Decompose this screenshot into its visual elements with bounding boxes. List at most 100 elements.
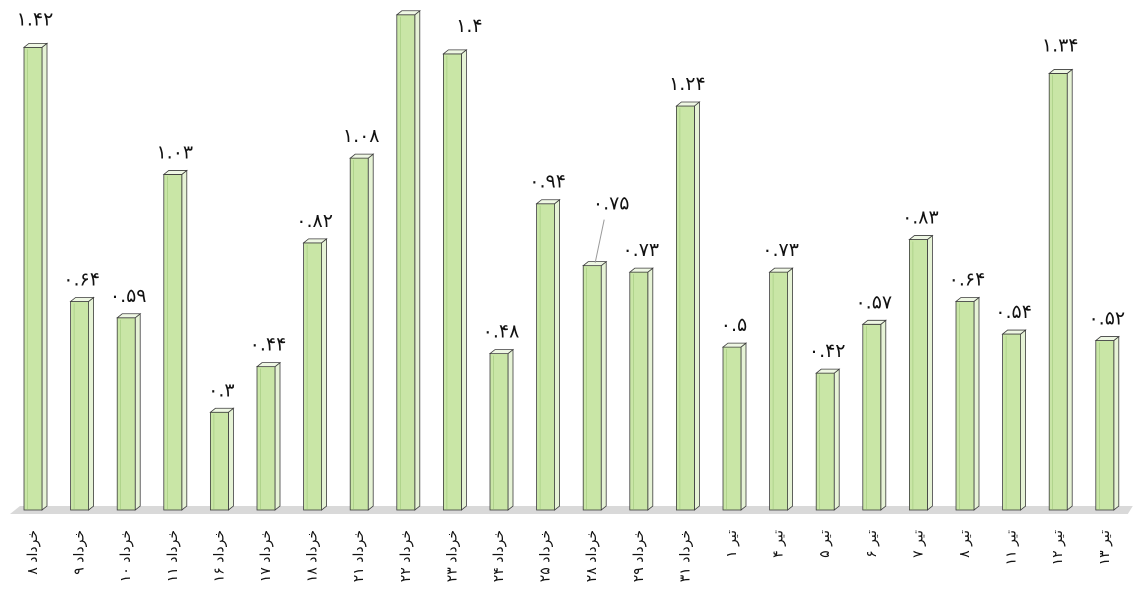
bar-top — [22, 42, 49, 48]
bar-side — [833, 368, 840, 511]
bar-top — [535, 199, 561, 205]
bar-top — [1001, 329, 1027, 335]
bar-face — [256, 366, 276, 511]
x-tick-label: ۱۷ خرداد — [258, 530, 274, 582]
bar-23 — [1048, 68, 1074, 511]
bar-side — [554, 198, 560, 511]
bar-24 — [1094, 335, 1120, 511]
bar-19 — [861, 319, 887, 511]
bar-side — [973, 296, 980, 511]
bar-face — [442, 53, 462, 511]
bar-side — [647, 267, 654, 511]
x-tick-label: ۲۳ خرداد — [444, 530, 460, 582]
bar-top — [768, 267, 794, 273]
bar-face — [862, 323, 882, 511]
x-tick-label: ۵ تیر — [817, 530, 833, 558]
x-tick-label: ۱۱ تیر — [1004, 530, 1020, 565]
bar-top — [162, 170, 188, 175]
bar-face — [722, 346, 742, 511]
chart-floor — [10, 506, 1133, 514]
x-tick-label: ۱۸ خرداد — [305, 530, 321, 582]
x-tick-label: ۱۶ خرداد — [211, 530, 227, 582]
bar-side — [507, 348, 514, 511]
data-label: ۰.۷۳ — [622, 239, 659, 261]
data-label: ۰.۷۵ — [593, 193, 630, 215]
x-tick-label: ۳۱ خرداد — [677, 530, 693, 582]
bar-face — [536, 203, 555, 511]
x-tick-label: ۲۴ خرداد — [491, 530, 507, 582]
bar-top — [721, 342, 748, 348]
data-label: ۰.۵۲ — [1088, 308, 1125, 330]
bar-15 — [675, 101, 701, 511]
data-label: ۰.۵۹ — [110, 285, 147, 307]
bar-face — [303, 242, 323, 511]
bar-top — [1048, 69, 1074, 74]
bar-12 — [535, 198, 561, 511]
bar-4 — [162, 169, 188, 511]
x-tick-label: ۹ خرداد — [72, 530, 88, 575]
leader-line — [594, 219, 605, 263]
bar-side — [88, 296, 94, 511]
bar-18 — [815, 368, 841, 511]
x-tick-label: ۲۵ خرداد — [538, 530, 554, 582]
x-tick-label: ۶ تیر — [864, 530, 880, 558]
bar-face — [1095, 340, 1115, 511]
bar-top — [1094, 336, 1120, 341]
bar-side — [787, 267, 793, 511]
x-tick-label: ۷ تیر — [910, 530, 926, 558]
x-tick-label: ۲۹ خرداد — [631, 530, 647, 582]
bar-face — [163, 174, 183, 511]
bar-8 — [349, 153, 375, 511]
bar-side — [600, 260, 607, 511]
bar-face — [116, 317, 136, 511]
data-label: ۰.۵۷ — [855, 291, 892, 313]
x-tick-label: ۴ تیر — [771, 530, 787, 558]
bar-top — [349, 153, 375, 159]
bar-side — [460, 49, 467, 511]
bar-side — [134, 312, 141, 511]
bar-11 — [488, 348, 515, 511]
bar-top — [675, 101, 701, 107]
bar-side — [414, 9, 421, 511]
x-tick-label: ۱۲ تیر — [1050, 530, 1066, 565]
x-tick-label: ۸ خرداد — [25, 530, 41, 575]
bar-1 — [22, 42, 49, 511]
data-label: ۰.۹۴ — [529, 171, 566, 193]
bar-16 — [721, 342, 748, 511]
bar-top — [954, 297, 981, 302]
bar-top — [908, 235, 934, 240]
x-tick-label: ۱ تیر — [724, 530, 740, 558]
bar-side — [181, 169, 188, 511]
x-tick-label: ۲۸ خرداد — [584, 530, 600, 582]
x-tick-label: ۱۱ خرداد — [165, 530, 181, 582]
data-label: ۰.۴۸ — [483, 321, 520, 343]
bar-face — [349, 157, 369, 511]
data-label: ۱.۲۴ — [669, 73, 706, 95]
x-tick-label: ۱۰ خرداد — [118, 530, 134, 582]
bar-side — [227, 407, 234, 511]
bar-10 — [442, 49, 468, 511]
bar-7 — [302, 238, 328, 511]
data-label: ۰.۵۴ — [995, 301, 1032, 323]
bar-top — [209, 407, 235, 413]
data-label: ۱.۴۲ — [17, 8, 54, 30]
bar-top — [582, 261, 608, 267]
bar-face — [629, 271, 649, 511]
bar-top — [255, 362, 282, 368]
x-tick-label: ۲۲ خرداد — [398, 530, 414, 582]
bar-side — [927, 234, 933, 511]
data-label: ۱.۰۸ — [343, 125, 380, 147]
x-tick-label: ۱۳ تیر — [1097, 530, 1113, 565]
bar-face — [582, 265, 602, 511]
data-label: ۰.۳ — [208, 379, 234, 401]
bar-face — [396, 14, 416, 511]
bar-side — [1113, 335, 1120, 511]
bar-top — [116, 313, 142, 319]
bar-side — [321, 238, 328, 511]
bar-face — [955, 301, 975, 511]
bar-2 — [69, 296, 95, 511]
bar-21 — [954, 296, 981, 511]
x-tick-label: ۲۱ خرداد — [351, 530, 367, 582]
bar-20 — [908, 234, 934, 511]
bar-face — [815, 372, 835, 511]
